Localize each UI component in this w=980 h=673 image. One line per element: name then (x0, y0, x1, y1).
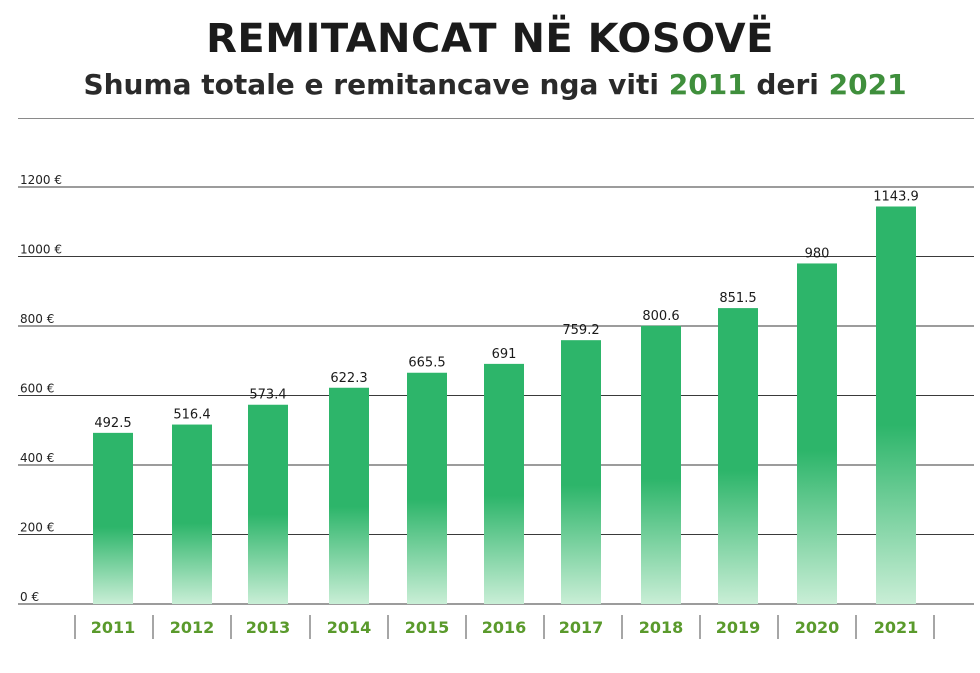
x-tick-label: 2020 (795, 618, 840, 637)
value-label: 800.6 (642, 309, 679, 324)
x-tick-label: 2011 (91, 618, 136, 637)
bar-2017 (561, 340, 601, 604)
bar-2018 (641, 325, 681, 604)
x-tick-label: 2014 (327, 618, 372, 637)
x-tick-label: 2017 (559, 618, 604, 637)
bar-2021 (876, 206, 916, 604)
title-divider (18, 118, 974, 119)
subtitle-year-to: 2021 (828, 68, 907, 101)
x-tick-label: 2015 (405, 618, 450, 637)
y-tick-label: 1200 € (20, 173, 62, 187)
bar-2012 (172, 424, 212, 604)
chart-title: REMITANCAT NË KOSOVË (206, 16, 774, 62)
value-label: 492.5 (94, 416, 131, 431)
x-tick-label: 2019 (716, 618, 761, 637)
bar-2020 (797, 263, 837, 604)
value-label: 759.2 (562, 323, 599, 338)
y-tick-label: 1000 € (20, 243, 62, 257)
y-tick-label: 200 € (20, 521, 54, 535)
y-tick-label: 0 € (20, 590, 39, 604)
bar-2013 (248, 404, 288, 604)
value-label: 573.4 (249, 388, 286, 403)
subtitle-year-from: 2011 (668, 68, 747, 101)
value-label: 691 (492, 347, 517, 362)
y-tick-label: 800 € (20, 312, 54, 326)
value-label: 1143.9 (873, 189, 919, 204)
bar-2014 (329, 387, 369, 604)
bar-2015 (407, 372, 447, 604)
subtitle-middle: deri (756, 68, 819, 101)
value-labels: 492.5 516.4 573.4 622.3 665.5 691 759.2 800.6 85… (94, 189, 918, 430)
chart-subtitle: Shuma totale e remitancave nga viti 2011… (0, 68, 980, 101)
value-label: 622.3 (330, 371, 367, 386)
x-tick-label: 2012 (170, 618, 215, 637)
y-tick-label: 600 € (20, 382, 54, 396)
x-tick-label: 2018 (639, 618, 684, 637)
bar-2011 (93, 432, 133, 604)
y-tick-label: 400 € (20, 451, 54, 465)
bar-2016 (484, 363, 524, 604)
bar-2019 (718, 308, 758, 604)
value-label: 980 (805, 246, 830, 261)
x-tick-label: 2016 (482, 618, 527, 637)
x-axis: 2011 2012 2013 2014 2015 2016 2017 2018 2019 2020… (74, 615, 935, 639)
value-label: 665.5 (408, 356, 445, 371)
value-label: 516.4 (173, 408, 210, 423)
bars (93, 206, 916, 604)
subtitle-prefix: Shuma totale e remitancave nga viti (83, 68, 659, 101)
x-tick-label: 2021 (874, 618, 919, 637)
x-tick-label: 2013 (246, 618, 291, 637)
value-label: 851.5 (719, 291, 756, 306)
